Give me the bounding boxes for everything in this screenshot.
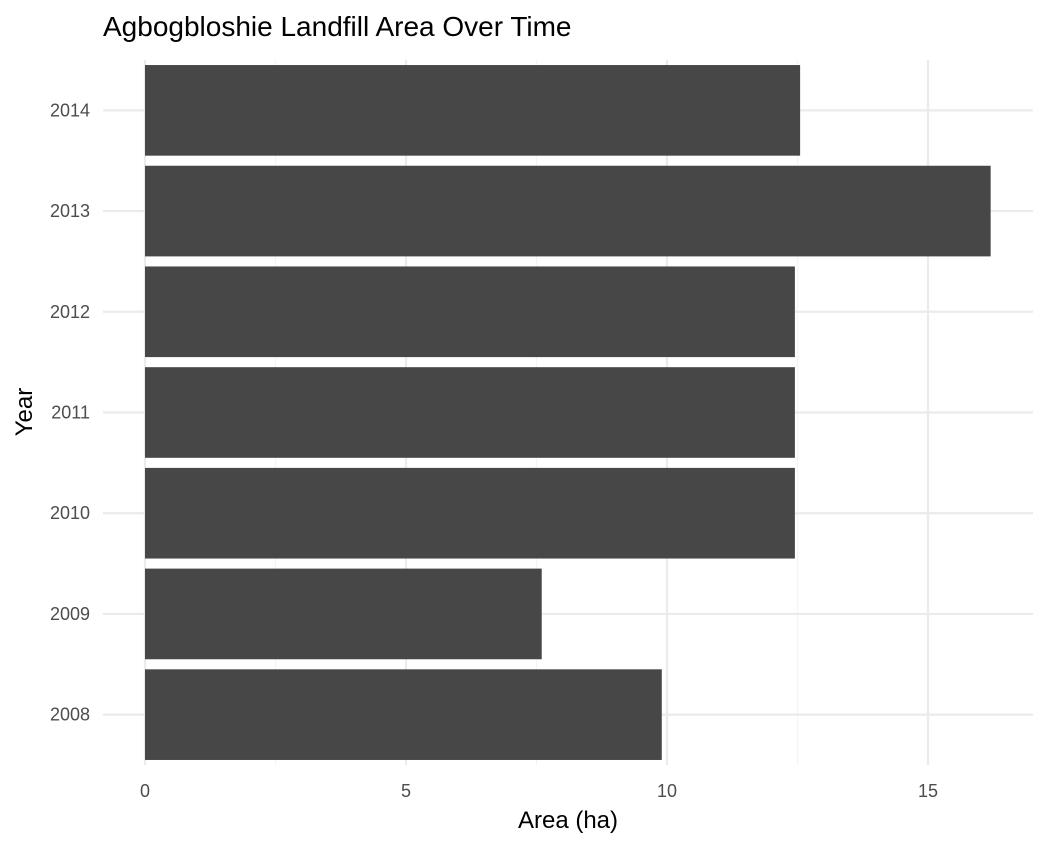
- y-tick-label: 2011: [51, 403, 90, 423]
- x-tick-label: 15: [918, 781, 938, 801]
- x-axis-title: Area (ha): [518, 807, 618, 834]
- bar-2010: [145, 467, 795, 559]
- bar-2013: [145, 165, 991, 257]
- bar-2014: [145, 65, 801, 156]
- x-tick-labels: 0 5 10 15: [140, 781, 938, 801]
- y-tick-label: 2009: [50, 604, 90, 624]
- bar-2009: [145, 568, 542, 660]
- y-tick-label: 2013: [50, 201, 90, 221]
- y-tick-label: 2008: [50, 705, 90, 725]
- y-axis-title: Year: [11, 388, 38, 437]
- y-tick-label: 2014: [50, 100, 90, 120]
- bars: [145, 65, 991, 760]
- bar-2008: [145, 669, 662, 760]
- y-tick-label: 2010: [50, 503, 90, 523]
- y-tick-label: 2012: [50, 302, 90, 322]
- x-tick-label: 5: [401, 781, 411, 801]
- y-tick-labels: 2008 2009 2010 2011 2012 2013 2014: [50, 100, 90, 724]
- chart-title: Agbogbloshie Landfill Area Over Time: [103, 11, 572, 42]
- bar-2011: [145, 367, 795, 458]
- bar-2012: [145, 266, 795, 358]
- x-tick-label: 10: [657, 781, 677, 801]
- x-tick-label: 0: [140, 781, 150, 801]
